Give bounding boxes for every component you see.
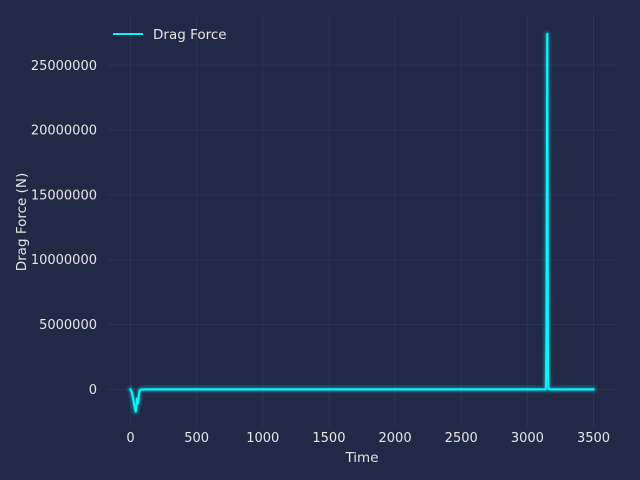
- y-tick-label: 5000000: [39, 318, 97, 333]
- legend-label: Drag Force: [153, 27, 227, 43]
- x-tick-label: 1500: [312, 431, 345, 446]
- x-tick-label: 2500: [445, 431, 478, 446]
- y-tick-label: 25000000: [31, 59, 97, 74]
- drag-force-line: [129, 33, 595, 413]
- y-tick-label: 15000000: [31, 188, 97, 203]
- x-tick-label: 3000: [511, 431, 544, 446]
- y-tick-label: 0: [89, 383, 97, 398]
- x-axis-ticks: 0 500 1000 1500 2000 2500 3000 3500: [126, 431, 610, 446]
- x-tick-label: 500: [184, 431, 209, 446]
- x-tick-label: 1000: [246, 431, 279, 446]
- y-tick-label: 20000000: [31, 124, 97, 139]
- x-axis-label: Time: [344, 450, 378, 466]
- y-tick-label: 10000000: [31, 253, 97, 268]
- y-axis-ticks: 0 5000000 10000000 15000000 20000000 25000000: [31, 59, 97, 398]
- legend: Drag Force: [113, 27, 227, 43]
- series-layer: [125, 29, 599, 416]
- x-tick-label: 0: [126, 431, 134, 446]
- x-tick-label: 2000: [379, 431, 412, 446]
- y-axis-label: Drag Force (N): [14, 173, 30, 272]
- x-tick-label: 3500: [577, 431, 610, 446]
